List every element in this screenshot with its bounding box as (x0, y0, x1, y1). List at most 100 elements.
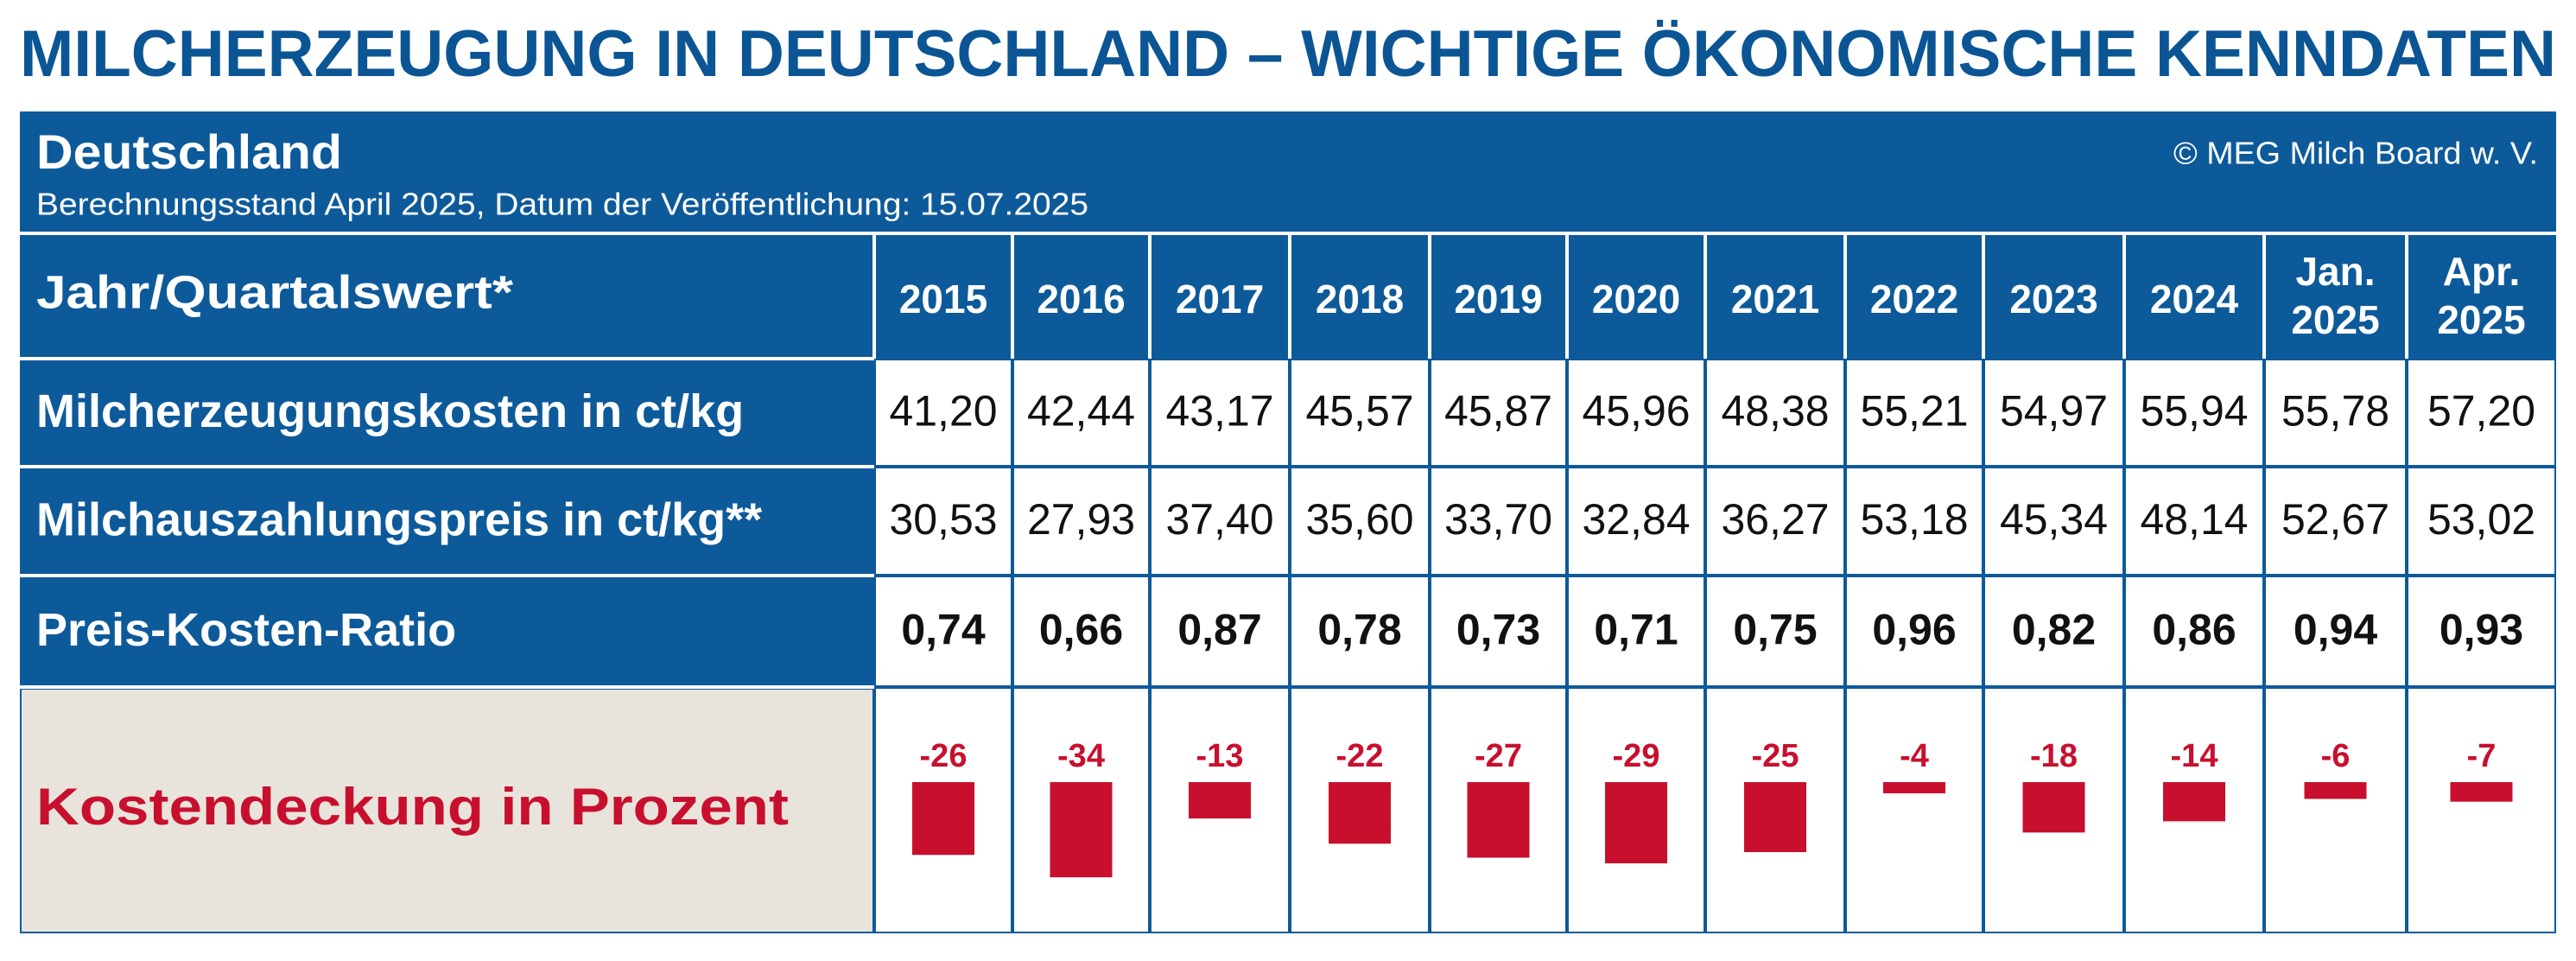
row-label: Milcherzeugungskosten in ct/kg (36, 385, 744, 437)
coverage-bar (2163, 782, 2225, 822)
cell (1014, 577, 1148, 685)
coverage-value: -26 (920, 738, 968, 774)
cell (1431, 577, 1565, 685)
cell-value: 0,82 (2012, 606, 2096, 654)
cell (1291, 468, 1428, 574)
coverage-bar (2022, 782, 2085, 833)
cell (1847, 360, 1982, 465)
cell (1569, 577, 1704, 685)
cell (876, 468, 1011, 574)
coverage-bar (1329, 782, 1391, 844)
cell-value: 33,70 (1444, 495, 1552, 544)
cell-value: 52,67 (2281, 495, 2389, 544)
cell (1707, 577, 1843, 685)
coverage-value: -7 (2467, 738, 2497, 774)
cell-value: 55,94 (2140, 387, 2248, 436)
column-header: 2021 (1731, 277, 1819, 321)
coverage-label: Kostendeckung in Prozent (36, 778, 789, 836)
cell-value: 0,71 (1594, 606, 1678, 654)
cell-value: 30,53 (889, 495, 997, 544)
cell-value: 54,97 (2000, 387, 2108, 436)
corner-label: Jahr/Quartalswert* (36, 266, 513, 318)
cell (2408, 468, 2554, 574)
cell (2126, 577, 2262, 685)
cell-value: 41,20 (889, 387, 997, 436)
coverage-value: -27 (1475, 738, 1522, 774)
cell (1014, 360, 1148, 465)
coverage-bar (2304, 782, 2367, 799)
cell-value: 0,87 (1177, 606, 1261, 654)
cell (1847, 577, 1982, 685)
column-header: 2022 (1870, 277, 1958, 321)
coverage-value: -25 (1752, 738, 1799, 774)
cell (876, 577, 1011, 685)
cell-value: 45,96 (1582, 387, 1690, 436)
coverage-bar (1605, 782, 1667, 863)
cell-value: 53,18 (1860, 495, 1968, 544)
cell (1431, 468, 1565, 574)
cell-value: 0,74 (901, 606, 986, 654)
cell-value: 0,93 (2440, 606, 2523, 654)
cell (1152, 468, 1288, 574)
cell-value: 0,75 (1733, 606, 1817, 654)
cell-value: 45,34 (2000, 495, 2108, 544)
cell (1569, 468, 1704, 574)
cell (2126, 468, 2262, 574)
coverage-value: -22 (1336, 738, 1384, 774)
cell-value: 35,60 (1305, 495, 1413, 544)
row-label: Milchauszahlungspreis in ct/kg** (36, 493, 762, 545)
cell (1707, 468, 1843, 574)
cell-value: 48,14 (2140, 495, 2248, 544)
cell-value: 43,17 (1165, 387, 1273, 436)
cell (2266, 577, 2405, 685)
coverage-label-cell (22, 690, 872, 932)
coverage-value: -13 (1196, 738, 1244, 774)
coverage-value: -34 (1057, 738, 1105, 774)
copyright: © MEG Milch Board w. V. (2173, 136, 2538, 171)
cell (2126, 360, 2262, 465)
column-header: 2023 (2009, 277, 2097, 321)
cell (1569, 360, 1704, 465)
coverage-bar (1050, 782, 1113, 878)
column-header: 2015 (899, 277, 987, 321)
coverage-bar (1883, 782, 1945, 793)
cell-value: 55,78 (2281, 387, 2389, 436)
cell (1985, 577, 2122, 685)
cell-value: 27,93 (1027, 495, 1135, 544)
cell-value: 36,27 (1721, 495, 1829, 544)
cell (1014, 468, 1148, 574)
column-header: 2020 (1592, 277, 1680, 321)
cell-value: 32,84 (1582, 495, 1690, 544)
cell (1847, 468, 1982, 574)
cell-value: 45,87 (1444, 387, 1552, 436)
cell-value: 37,40 (1165, 495, 1273, 544)
cell-value: 0,86 (2152, 606, 2236, 654)
cell (1291, 360, 1428, 465)
cell (2408, 577, 2554, 685)
cell (1985, 360, 2122, 465)
cell (1985, 468, 2122, 574)
cell (2266, 689, 2405, 932)
cell (1152, 360, 1288, 465)
coverage-value: -14 (2171, 738, 2218, 774)
cell-value: 53,02 (2427, 495, 2535, 544)
cell-value: 0,96 (1872, 606, 1956, 654)
coverage-bar (1189, 782, 1251, 819)
cell (2266, 360, 2405, 465)
cell (876, 360, 1011, 465)
cell (1707, 360, 1843, 465)
column-header: 2016 (1037, 277, 1125, 321)
coverage-value: -6 (2321, 738, 2351, 774)
column-header: 2025 (2437, 297, 2525, 342)
cell-value: 0,94 (2294, 606, 2378, 654)
column-header: 2018 (1316, 277, 1404, 321)
cell (1291, 577, 1428, 685)
cell-value: 42,44 (1027, 387, 1135, 436)
cell-value: 57,20 (2427, 387, 2535, 436)
cell (1847, 689, 1982, 932)
title: MILCHERZEUGUNG IN DEUTSCHLAND – WICHTIGE… (20, 17, 2556, 91)
cell-value: 0,73 (1456, 606, 1540, 654)
cell-value: 45,57 (1305, 387, 1413, 436)
cell (2408, 360, 2554, 465)
